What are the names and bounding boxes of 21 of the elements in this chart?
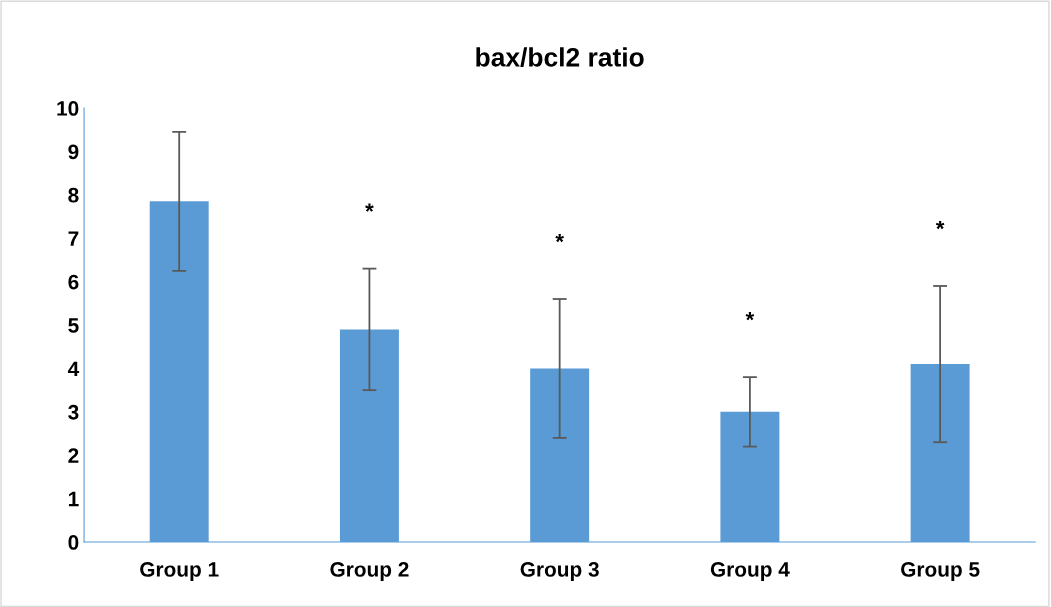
x-tick-label: Group 4 — [710, 562, 790, 581]
y-tick-label: 4 — [67, 361, 80, 376]
y-tick-label: 9 — [68, 144, 79, 160]
y-tick-label: 5 — [68, 318, 79, 333]
y-tick-label: 0 — [68, 535, 79, 550]
y-tick-label: 7 — [68, 231, 79, 246]
annotation: * — [745, 312, 755, 321]
chart-title: bax/bcl2 ratio — [476, 47, 644, 67]
x-tick-label: Group 3 — [520, 562, 599, 581]
annotation: * — [365, 203, 374, 212]
y-tick-label: 3 — [68, 404, 79, 420]
x-tick-label: Group 2 — [330, 562, 409, 581]
annotation: * — [935, 220, 945, 230]
x-tick-label: Group 1 — [140, 562, 219, 581]
y-tick-label: 2 — [68, 448, 79, 463]
annotation: * — [555, 233, 564, 243]
y-tick-label: 1 — [68, 491, 79, 507]
x-tick-label: Group 5 — [901, 562, 980, 581]
y-tick-label: 8 — [68, 187, 79, 203]
y-tick-label: 6 — [68, 274, 79, 290]
y-tick-label: 10 — [57, 101, 79, 116]
